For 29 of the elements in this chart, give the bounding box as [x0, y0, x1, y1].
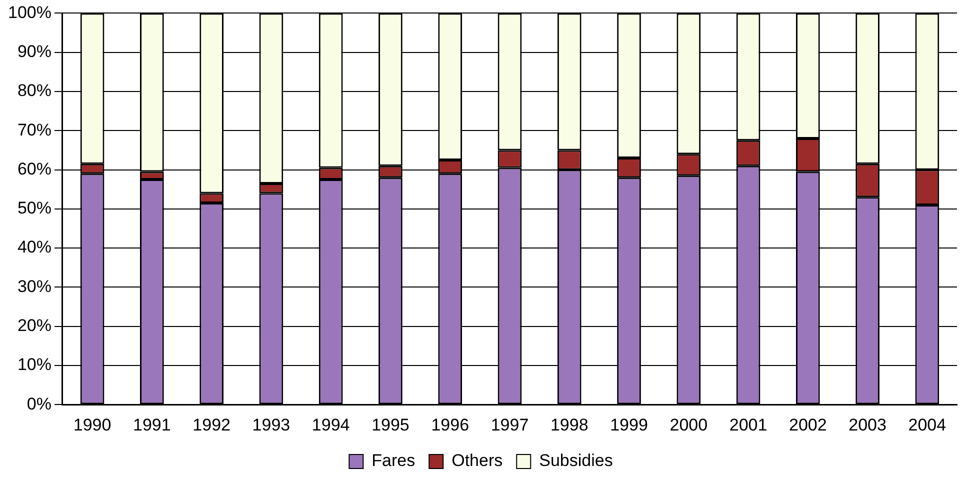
- y-tick-label: 30%: [17, 276, 52, 296]
- x-tick-label: 2001: [729, 415, 768, 434]
- legend-label: Fares: [372, 451, 416, 470]
- x-tick-label: 2003: [848, 415, 886, 434]
- x-tick-label: 1990: [73, 415, 112, 434]
- x-tick-label: 1993: [252, 415, 290, 434]
- y-tick-label: 70%: [17, 120, 52, 140]
- y-tick-label: 80%: [17, 81, 52, 100]
- x-tick-label: 1996: [431, 415, 470, 434]
- x-tick-label: 2002: [789, 415, 827, 434]
- y-tick-label: 100%: [8, 2, 52, 22]
- x-tick-label: 1991: [133, 415, 171, 434]
- legend-label: Others: [452, 451, 503, 470]
- x-tick-label: 2000: [670, 415, 708, 434]
- x-tick-label: 1998: [550, 415, 588, 434]
- y-tick-label: 50%: [17, 198, 52, 218]
- y-tick-label: 20%: [17, 316, 52, 336]
- y-tick-label: 0%: [26, 394, 52, 414]
- y-tick-label: 10%: [17, 355, 52, 374]
- x-tick-label: 2004: [908, 415, 946, 434]
- x-tick-label: 1992: [192, 415, 230, 434]
- y-tick-label: 90%: [17, 42, 52, 62]
- x-tick-label: 1995: [372, 415, 410, 434]
- x-tick-label: 1997: [490, 415, 529, 434]
- y-tick-label: 40%: [17, 238, 52, 257]
- x-tick-label: 1999: [610, 415, 648, 434]
- x-tick-label: 1994: [312, 415, 350, 434]
- legend-label: Subsidies: [539, 451, 613, 470]
- y-tick-label: 60%: [17, 159, 52, 178]
